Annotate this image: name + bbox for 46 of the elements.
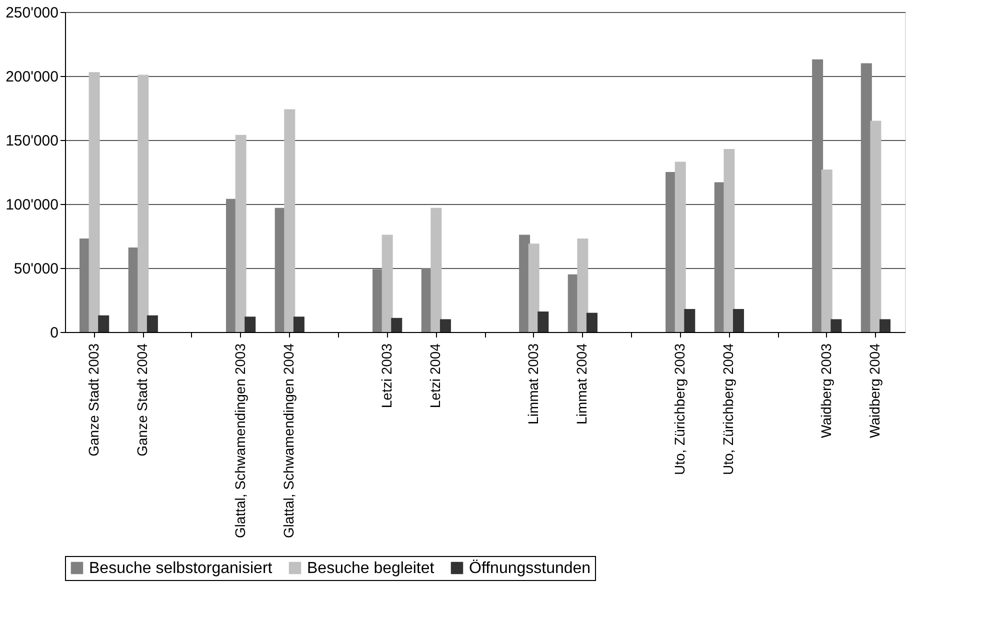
bar [391, 318, 402, 332]
x-tick-label: Glattal, Schwamendingen 2004 [280, 343, 297, 538]
bar [684, 308, 696, 332]
bar [146, 315, 158, 332]
x-tick-label: Uto, Zürichberg 2003 [671, 343, 688, 476]
x-tick-label: Letzi 2003 [378, 343, 394, 408]
legend-label: Öffnungsstunden [469, 559, 591, 577]
x-tick-label: Letzi 2004 [427, 343, 444, 408]
legend-label: Besuche selbstorganisiert [89, 560, 273, 577]
bar [577, 238, 588, 332]
legend-label: Besuche begleitet [307, 560, 435, 577]
y-tick-label: 100'000 [6, 196, 58, 214]
x-tick-label: Waidberg 2003 [818, 343, 834, 438]
bar [821, 169, 832, 332]
bar [830, 319, 842, 332]
bar [440, 319, 451, 332]
bar [870, 120, 882, 332]
bar [88, 72, 100, 332]
bar [724, 148, 735, 332]
bar [586, 312, 598, 332]
x-tick-label: Ganze Stadt 2003 [85, 343, 102, 456]
bar [528, 244, 540, 332]
bar [293, 316, 304, 332]
bar [244, 316, 256, 332]
y-tick-label: 200'000 [6, 68, 58, 86]
y-tick-label: 150'000 [6, 132, 58, 150]
x-tick-label: Limmat 2004 [574, 343, 590, 424]
x-tick-label: Limmat 2003 [524, 343, 541, 424]
bar [235, 134, 246, 332]
x-tick-label: Waidberg 2004 [866, 343, 883, 438]
bar [284, 109, 296, 332]
x-tick-label: Glattal, Schwamendingen 2003 [232, 343, 248, 538]
bar [98, 315, 110, 332]
y-tick-label: 250'000 [6, 4, 58, 22]
x-tick-label: Ganze Stadt 2004 [134, 343, 150, 456]
bar [538, 312, 549, 332]
bar [880, 319, 890, 332]
bar [674, 162, 686, 332]
y-tick-label: 0 [50, 324, 58, 342]
y-tick-label: 50'000 [14, 260, 58, 278]
bar [732, 308, 744, 332]
bar [812, 59, 824, 332]
bar [138, 74, 149, 332]
bar [430, 208, 442, 332]
x-tick-label: Uto, Zürichberg 2004 [720, 343, 736, 476]
bar [382, 234, 393, 332]
